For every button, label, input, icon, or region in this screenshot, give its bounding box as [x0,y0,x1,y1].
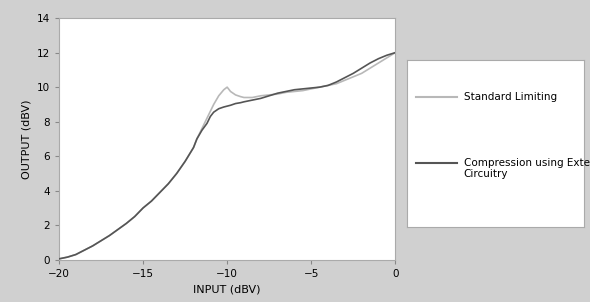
X-axis label: INPUT (dBV): INPUT (dBV) [194,284,261,294]
Text: Standard Limiting: Standard Limiting [464,92,557,102]
Text: Compression using External
Circuitry: Compression using External Circuitry [464,158,590,179]
Y-axis label: OUTPUT (dBV): OUTPUT (dBV) [21,99,31,179]
